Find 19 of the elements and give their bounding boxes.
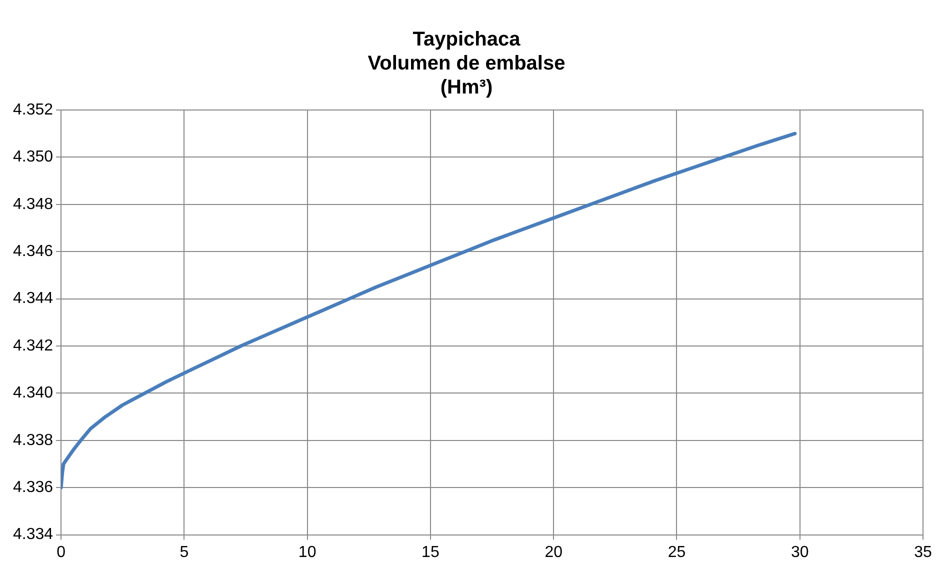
y-tick-label: 4.336 bbox=[12, 479, 54, 496]
x-tick-label: 25 bbox=[668, 544, 686, 561]
x-tick-label: 15 bbox=[422, 544, 440, 561]
x-tick-label: 5 bbox=[180, 544, 189, 561]
y-tick-label: 4.342 bbox=[12, 337, 54, 354]
y-tick-label: 4.350 bbox=[12, 148, 54, 166]
x-tick-label: 20 bbox=[544, 544, 563, 561]
chart-title: Taypichaca Volumen de embalse (Hm³) bbox=[368, 28, 566, 99]
y-tick-label: 4.348 bbox=[12, 196, 54, 213]
x-tick-label: 30 bbox=[790, 544, 809, 561]
y-tick-label: 4.346 bbox=[12, 243, 54, 260]
x-tick-label: 10 bbox=[298, 544, 316, 561]
y-tick-label: 4.344 bbox=[12, 290, 54, 308]
y-tick-label: 4.338 bbox=[12, 432, 54, 449]
y-tick-label: 4.334 bbox=[12, 526, 54, 544]
y-tick-label: 4.340 bbox=[12, 384, 54, 402]
x-tick-label: 35 bbox=[914, 544, 932, 561]
y-tick-label: 4.352 bbox=[12, 101, 54, 118]
x-tick-label: 0 bbox=[56, 544, 66, 561]
